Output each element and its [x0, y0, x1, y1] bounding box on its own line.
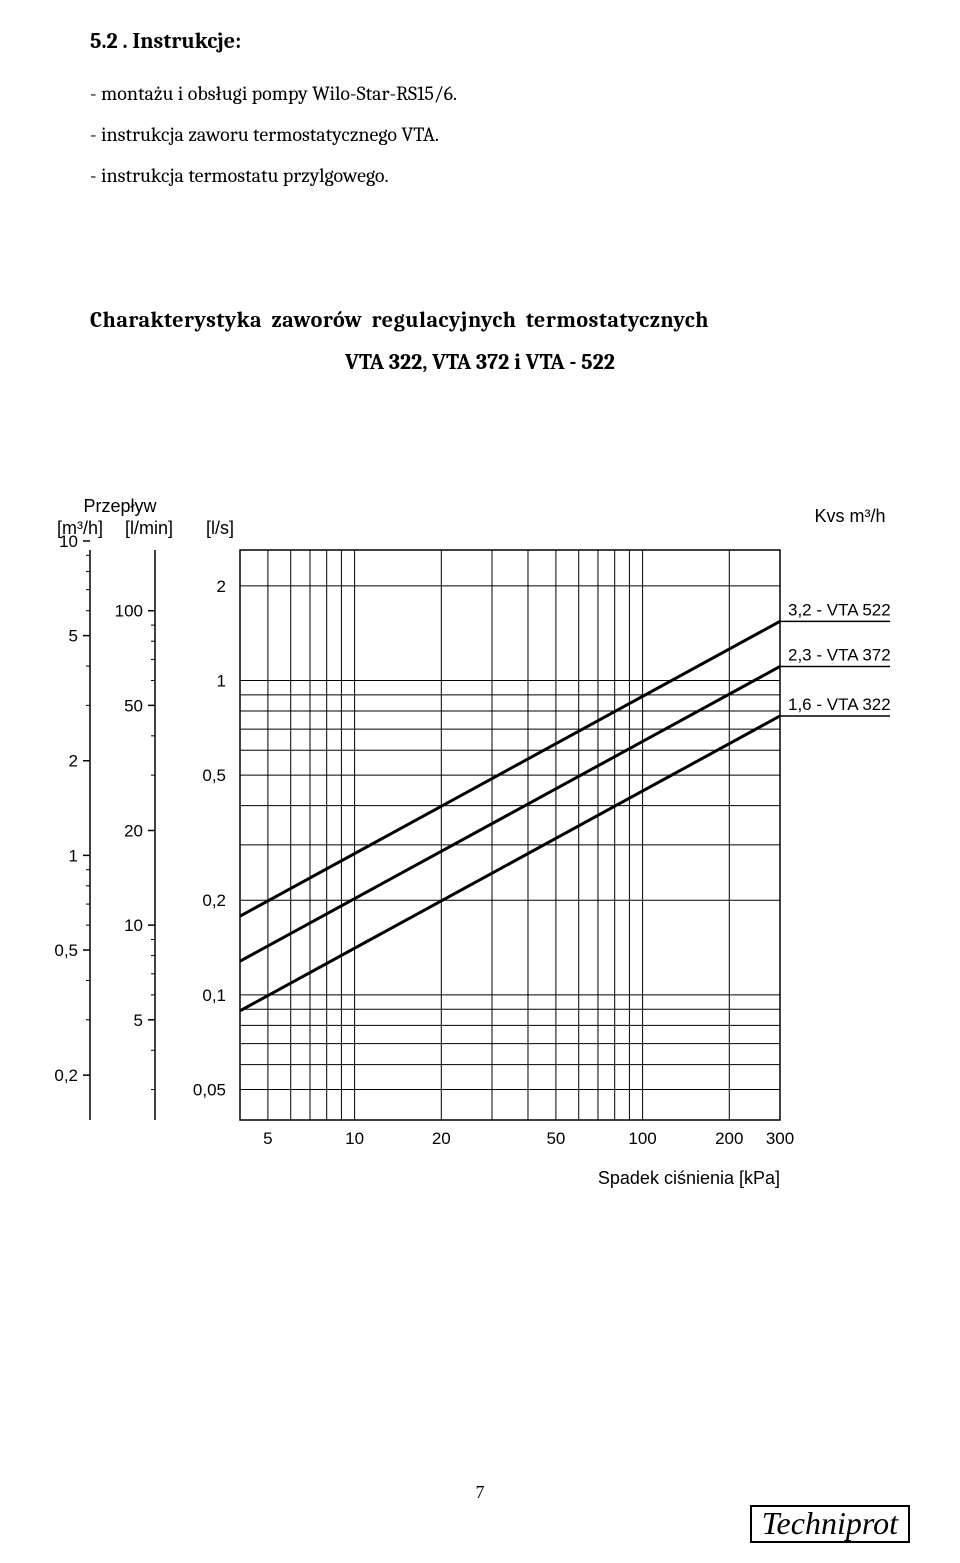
svg-text:5: 5: [69, 627, 78, 646]
page-number: 7: [0, 1482, 960, 1503]
svg-text:Kvs m³/h: Kvs m³/h: [814, 506, 885, 526]
chart-svg: 5 10 20 50 100 200 300 Spadek ciśnienia [kPa] 0,…: [40, 490, 920, 1210]
svg-text:50: 50: [124, 696, 143, 715]
svg-text:2: 2: [217, 577, 226, 596]
svg-text:0,2: 0,2: [54, 1066, 78, 1085]
svg-text:[m³/h]: [m³/h]: [57, 518, 103, 538]
svg-text:1: 1: [69, 846, 78, 865]
svg-text:10: 10: [124, 916, 143, 935]
svg-text:20: 20: [432, 1129, 451, 1148]
svg-text:100: 100: [628, 1129, 656, 1148]
valve-characteristic-chart: 5 10 20 50 100 200 300 Spadek ciśnienia [kPa] 0,…: [40, 490, 920, 1214]
svg-text:100: 100: [115, 602, 143, 621]
brand-logo: Techniprot: [750, 1505, 910, 1543]
svg-text:20: 20: [124, 821, 143, 840]
svg-text:5: 5: [263, 1129, 272, 1148]
svg-text:200: 200: [715, 1129, 743, 1148]
chart-title: Charakterystyka zaworów regulacyjnych te…: [90, 307, 870, 333]
chart-subtitle: VTA 322, VTA 372 i VTA - 522: [90, 349, 870, 375]
svg-text:Spadek ciśnienia [kPa]: Spadek ciśnienia [kPa]: [598, 1168, 780, 1188]
svg-text:50: 50: [546, 1129, 565, 1148]
svg-text:3,2 - VTA 522: 3,2 - VTA 522: [788, 600, 891, 619]
document-page: 5.2 . Instrukcje: - montażu i obsługi po…: [0, 0, 960, 1563]
svg-text:0,5: 0,5: [54, 941, 78, 960]
svg-text:1: 1: [217, 671, 226, 690]
svg-text:2: 2: [69, 752, 78, 771]
svg-text:0,1: 0,1: [202, 986, 226, 1005]
svg-text:Przepływ: Przepływ: [83, 496, 157, 516]
svg-text:2,3 - VTA 372: 2,3 - VTA 372: [788, 645, 891, 664]
svg-text:[l/min]: [l/min]: [125, 518, 173, 538]
svg-text:0,5: 0,5: [202, 766, 226, 785]
svg-text:0,05: 0,05: [193, 1081, 226, 1100]
svg-text:0,2: 0,2: [202, 891, 226, 910]
svg-text:5: 5: [134, 1011, 143, 1030]
bullet-line-3: - instrukcja termostatu przylgowego.: [90, 164, 870, 187]
svg-text:300: 300: [766, 1129, 794, 1148]
svg-text:[l/s]: [l/s]: [206, 518, 234, 538]
bullet-line-1: - montażu i obsługi pompy Wilo-Star-RS15…: [90, 82, 870, 105]
svg-text:10: 10: [345, 1129, 364, 1148]
svg-text:1,6 - VTA 322: 1,6 - VTA 322: [788, 695, 891, 714]
section-heading: 5.2 . Instrukcje:: [90, 28, 870, 54]
bullet-line-2: - instrukcja zaworu termostatycznego VTA…: [90, 123, 870, 146]
